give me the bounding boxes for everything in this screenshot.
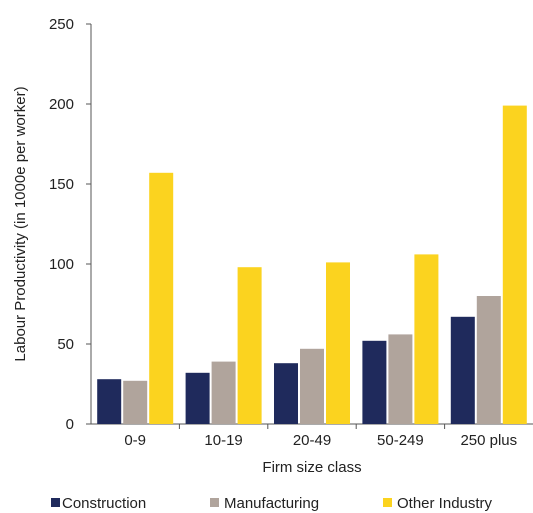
y-tick-label: 200 (49, 96, 74, 113)
y-axis: 0 50 100 150 200 250 (49, 16, 92, 433)
bar-manufacturing-20-49 (300, 348, 324, 424)
legend-label-manufacturing: Manufacturing (224, 495, 319, 512)
bar-manufacturing-50-249 (388, 334, 413, 424)
bar-other-industry-0-9 (149, 172, 174, 424)
y-tick-label: 50 (57, 336, 74, 353)
x-tick-label: 0-9 (124, 432, 146, 449)
x-tick-label: 20-49 (293, 432, 331, 449)
x-tick-label: 50-249 (377, 432, 424, 449)
bar-other-industry-50-249 (414, 254, 439, 424)
bar-other-industry-10-19 (237, 267, 262, 424)
y-tick-label: 250 (49, 16, 74, 33)
bar-construction-50-249 (362, 340, 387, 424)
y-tick-label: 0 (66, 416, 74, 433)
legend-swatch-manufacturing (210, 498, 219, 507)
bar-construction-10-19 (185, 372, 210, 424)
y-axis-title: Labour Productivity (in 1000e per worker… (12, 86, 29, 361)
y-tick-label: 100 (49, 256, 74, 273)
bar-other-industry-250-plus (502, 105, 527, 424)
bar-construction-20-49 (274, 363, 298, 424)
legend-label-construction: Construction (62, 495, 146, 512)
x-tick-label: 10-19 (204, 432, 242, 449)
x-axis-title: Firm size class (262, 459, 361, 476)
bar-construction-250-plus (450, 316, 475, 424)
legend-swatch-other-industry (383, 498, 392, 507)
bar-manufacturing-0-9 (123, 380, 148, 424)
bar-manufacturing-10-19 (211, 361, 236, 424)
bar-other-industry-20-49 (326, 262, 350, 424)
legend-swatch-construction (51, 498, 60, 507)
x-axis: 0-9 10-19 20-49 50-249 250 plus (91, 423, 533, 449)
bar-construction-0-9 (97, 379, 122, 424)
bar-manufacturing-250-plus (476, 296, 501, 424)
legend-label-other-industry: Other Industry (397, 495, 493, 512)
legend: Construction Manufacturing Other Industry (51, 495, 493, 512)
x-tick-label: 250 plus (460, 432, 517, 449)
y-tick-label: 150 (49, 176, 74, 193)
